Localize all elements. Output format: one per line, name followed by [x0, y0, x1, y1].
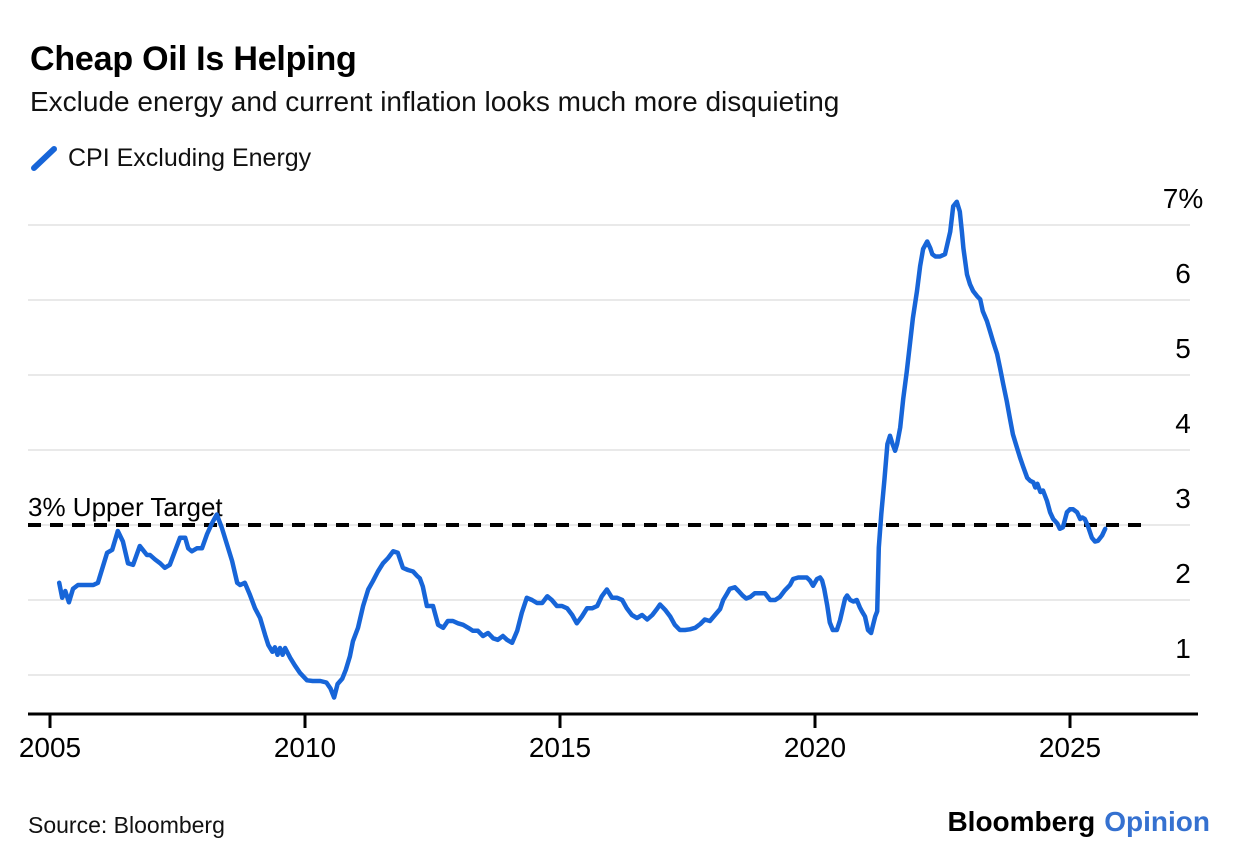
- cpi-ex-energy-line: [56, 199, 1108, 700]
- legend: CPI Excluding Energy: [30, 144, 311, 173]
- x-tick-label-2025: 2025: [1039, 732, 1101, 763]
- target-annotation: 3% Upper Target: [28, 492, 223, 522]
- y-tick-label-1: 1: [1175, 633, 1191, 664]
- brand-opinion: Opinion: [1104, 806, 1210, 837]
- bloomberg-opinion-logo: Bloomberg Opinion: [947, 806, 1210, 838]
- legend-series-label: CPI Excluding Energy: [68, 144, 312, 172]
- y-tick-label-2: 2: [1175, 558, 1191, 589]
- brand-bloomberg: Bloomberg: [947, 806, 1096, 837]
- y-tick-label-3: 3: [1175, 483, 1191, 514]
- source-note: Source: Bloomberg: [28, 812, 225, 838]
- y-tick-label-7: 7%: [1163, 183, 1203, 214]
- x-tick-label-2015: 2015: [529, 732, 591, 763]
- x-tick-label-2005: 2005: [19, 732, 81, 763]
- legend-line-icon: [31, 145, 57, 171]
- page-title: Cheap Oil Is Helping: [30, 40, 357, 78]
- x-tick-label-2010: 2010: [274, 732, 336, 763]
- x-tick-label-2020: 2020: [784, 732, 846, 763]
- y-tick-label-6: 6: [1175, 258, 1191, 289]
- y-tick-label-4: 4: [1175, 408, 1191, 439]
- chart-subtitle: Exclude energy and current inflation loo…: [30, 86, 840, 117]
- y-tick-label-5: 5: [1175, 333, 1191, 364]
